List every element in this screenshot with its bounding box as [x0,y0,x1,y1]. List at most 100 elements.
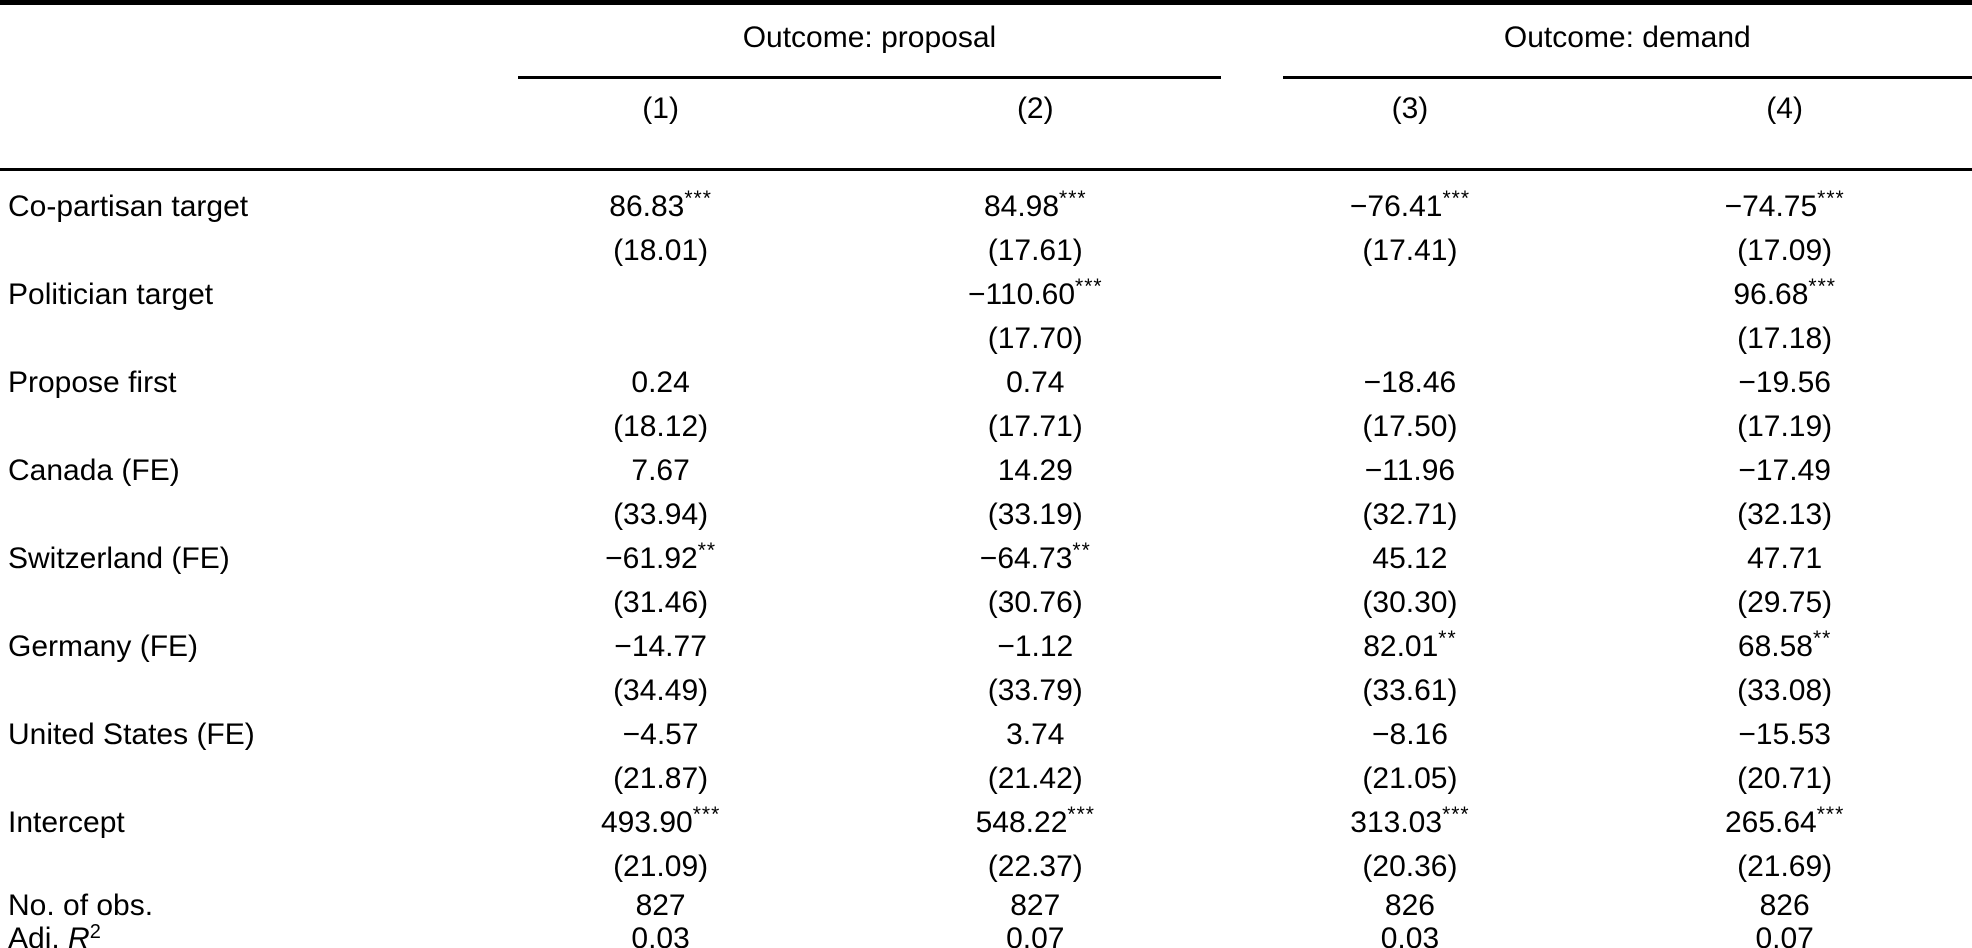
coefficient-cell: 82.01** (33.61) [1223,625,1598,713]
standard-error: (33.94) [613,498,709,531]
coefficient-value: 7.67 [473,449,848,493]
stat-value: 827 [1010,889,1061,922]
outcome-demand-group: Outcome: demand [1223,3,1972,79]
significance-stars: *** [1059,187,1087,210]
coefficient-cell: −1.12 (33.79) [848,625,1223,713]
coef-number: 14.29 [997,454,1073,487]
coef-number: 84.98 [983,190,1060,223]
stat-value: 0.03 [631,922,690,948]
outcome-proposal-label: Outcome: proposal [742,20,997,54]
coefficient-value: 14.29 [848,449,1223,493]
coefficient-cell: 0.74 (17.71) [848,361,1223,449]
coefficient-value: −4.57 [473,713,848,757]
coefficient-value: 3.74 [848,713,1223,757]
outcome-demand-label: Outcome: demand [1503,20,1751,54]
coef-number: 68.58 [1737,630,1813,663]
standard-error: (21.09) [613,850,709,883]
significance-stars: *** [1816,803,1845,826]
table-row-united-states-fe: United States (FE) −4.57 (21.87) 3.74 (2… [0,713,1972,801]
coefficient-value: −11.96 [1223,449,1598,493]
coefficient-value: −61.92** [473,537,848,581]
standard-error: (33.79) [987,674,1083,707]
coefficient-value: −19.56 [1597,361,1972,405]
row-label: Germany (FE) [8,630,199,663]
coef-number: 0.24 [631,366,690,399]
coef-number: 3.74 [1006,718,1065,751]
coef-number: −15.53 [1738,718,1831,751]
coefficient-value: 548.22*** [848,801,1223,845]
coefficient-value: −15.53 [1597,713,1972,757]
coef-number: −19.56 [1738,366,1831,399]
coefficient-cell: −18.46 (17.50) [1223,361,1598,449]
outcome-demand-underline: Outcome: demand [1282,5,1972,79]
row-label: Intercept [8,806,125,839]
row-label: Politician target [8,278,214,311]
significance-stars: *** [1817,187,1845,210]
coefficient-value: 68.58** [1597,625,1972,669]
coefficient-value: −110.60*** [848,273,1223,317]
column-header-4: (4) [1597,79,1972,171]
standard-error: (21.05) [1362,762,1458,795]
standard-error: (17.70) [987,322,1083,355]
table-row-copartisan-target: Co-partisan target 86.83*** (18.01) 84.9… [0,170,1972,274]
stat-value: 0.07 [1755,922,1814,948]
standard-error: (29.75) [1737,586,1833,619]
table-row-canada-fe: Canada (FE) 7.67 (33.94) 14.29 (33.19) −… [0,449,1972,537]
stat-value: 826 [1384,889,1435,922]
coefficient-value: −64.73** [848,537,1223,581]
standard-error: (33.08) [1737,674,1833,707]
standard-error: (17.50) [1362,410,1458,443]
coef-number: −110.60 [967,278,1076,311]
coefficient-cell: −61.92** (31.46) [473,537,848,625]
coefficient-cell: −110.60*** (17.70) [848,273,1223,361]
outcome-group-row: Outcome: proposal Outcome: demand [0,3,1972,80]
coefficient-value: 0.24 [473,361,848,405]
coefficient-cell: 84.98*** (17.61) [848,170,1223,274]
coef-number: 0.74 [1006,366,1065,399]
model-number-row: (1) (2) (3) (4) [0,79,1972,171]
coef-number: −11.96 [1364,454,1456,487]
table-row-intercept: Intercept 493.90*** (21.09) 548.22*** (2… [0,801,1972,889]
coef-number: −17.49 [1738,454,1831,487]
coef-number: −18.46 [1363,366,1457,399]
coef-number: −64.73 [979,542,1073,575]
coefficient-value: 96.68*** [1597,273,1972,317]
standard-error: (32.71) [1362,498,1458,531]
coefficient-cell: 0.24 (18.12) [473,361,848,449]
row-label: Adj. R2 [0,922,473,948]
coefficient-cell: −17.49 (32.13) [1597,449,1972,537]
coefficient-value: −14.77 [473,625,848,669]
coefficient-value: −8.16 [1223,713,1598,757]
coefficient-cell: −4.57 (21.87) [473,713,848,801]
coefficient-value: −76.41*** [1223,185,1598,229]
significance-stars: *** [1808,275,1836,298]
outcome-proposal-group: Outcome: proposal [473,3,1222,79]
row-label: United States (FE) [8,718,255,751]
standard-error: (17.09) [1737,234,1833,267]
standard-error: (31.46) [613,586,709,619]
coefficient-value: 0.74 [848,361,1223,405]
significance-stars: *** [684,187,712,210]
coefficient-cell: 68.58** (33.08) [1597,625,1972,713]
coefficient-cell: 313.03*** (20.36) [1223,801,1598,889]
coefficient-value: −1.12 [848,625,1223,669]
row-label: Switzerland (FE) [8,542,230,575]
r-squared-exponent: 2 [89,921,101,943]
coefficient-cell: −64.73** (30.76) [848,537,1223,625]
coefficient-cell: 3.74 (21.42) [848,713,1223,801]
row-label: Canada (FE) [8,454,180,487]
standard-error: (22.37) [987,850,1083,883]
coefficient-cell [473,273,848,361]
coefficient-value: 265.64*** [1597,801,1972,845]
significance-stars: ** [1813,627,1832,650]
standard-error: (21.69) [1737,850,1833,883]
coef-number: 313.03 [1350,806,1443,839]
significance-stars: *** [1075,275,1103,298]
coef-number: −74.75 [1724,190,1818,223]
standard-error: (17.18) [1737,322,1833,355]
corner-cell [0,3,473,80]
standard-error: (17.41) [1362,234,1458,267]
coefficient-value: 45.12 [1223,537,1598,581]
coefficient-cell: −15.53 (20.71) [1597,713,1972,801]
